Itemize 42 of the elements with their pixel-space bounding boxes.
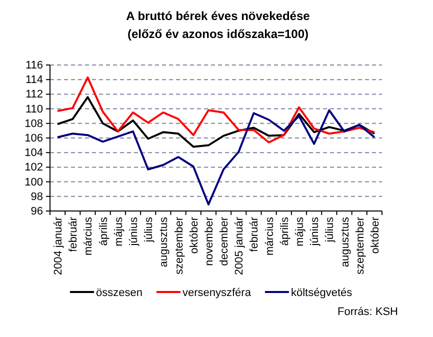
x-tick-label: május [294, 216, 306, 246]
y-tick-label: 114 [25, 74, 43, 86]
y-tick-label: 106 [24, 132, 43, 145]
y-tick-label: 110 [25, 103, 43, 116]
x-tick-label: 2004 január [52, 216, 65, 276]
x-tick-label: október [188, 216, 200, 254]
y-tick-label: 108 [24, 118, 43, 130]
y-tick-label: 98 [30, 190, 43, 203]
y-tick-label: 100 [24, 176, 43, 188]
legend-label: költségvetés [290, 287, 353, 299]
x-tick-label: február [248, 216, 261, 252]
x-tick-label: március [82, 216, 95, 256]
x-tick-label: szeptember [173, 216, 186, 274]
legend-label: versenyszféra [182, 287, 252, 299]
y-tick-label: 104 [24, 147, 43, 160]
y-tick-label: 112 [25, 88, 43, 101]
x-tick-label: február [68, 216, 80, 252]
x-tick-label: augusztus [158, 216, 170, 268]
x-tick-label: október [369, 216, 382, 254]
x-tick-label: március [264, 216, 276, 256]
x-tick-label: december [218, 216, 231, 266]
x-tick-label: június [309, 216, 322, 247]
x-tick-label: augusztus [339, 216, 352, 268]
y-tick-label: 96 [30, 206, 43, 218]
x-tick-label: július [143, 216, 156, 244]
x-tick-label: április [278, 216, 291, 246]
y-tick-label: 102 [24, 162, 43, 174]
line-series [56, 109, 376, 206]
y-tick-label: 116 [25, 60, 43, 72]
line-series [56, 76, 376, 144]
x-tick-label: szeptember [354, 216, 366, 274]
line-series [56, 96, 376, 148]
x-tick-label: június [128, 216, 140, 247]
x-tick-label: április [98, 216, 110, 246]
legend-label: összesen [96, 287, 142, 299]
chart-title: A bruttó bérek éves növekedése [126, 9, 310, 23]
text: Forrás: KSH [337, 306, 398, 318]
x-tick-label: július [324, 216, 336, 244]
x-tick-label: május [112, 216, 125, 246]
chart-subtitle: (előző év azonos időszaka=100) [127, 27, 309, 41]
x-tick-label: 2005 január [234, 216, 246, 276]
x-tick-label: november [203, 216, 216, 266]
